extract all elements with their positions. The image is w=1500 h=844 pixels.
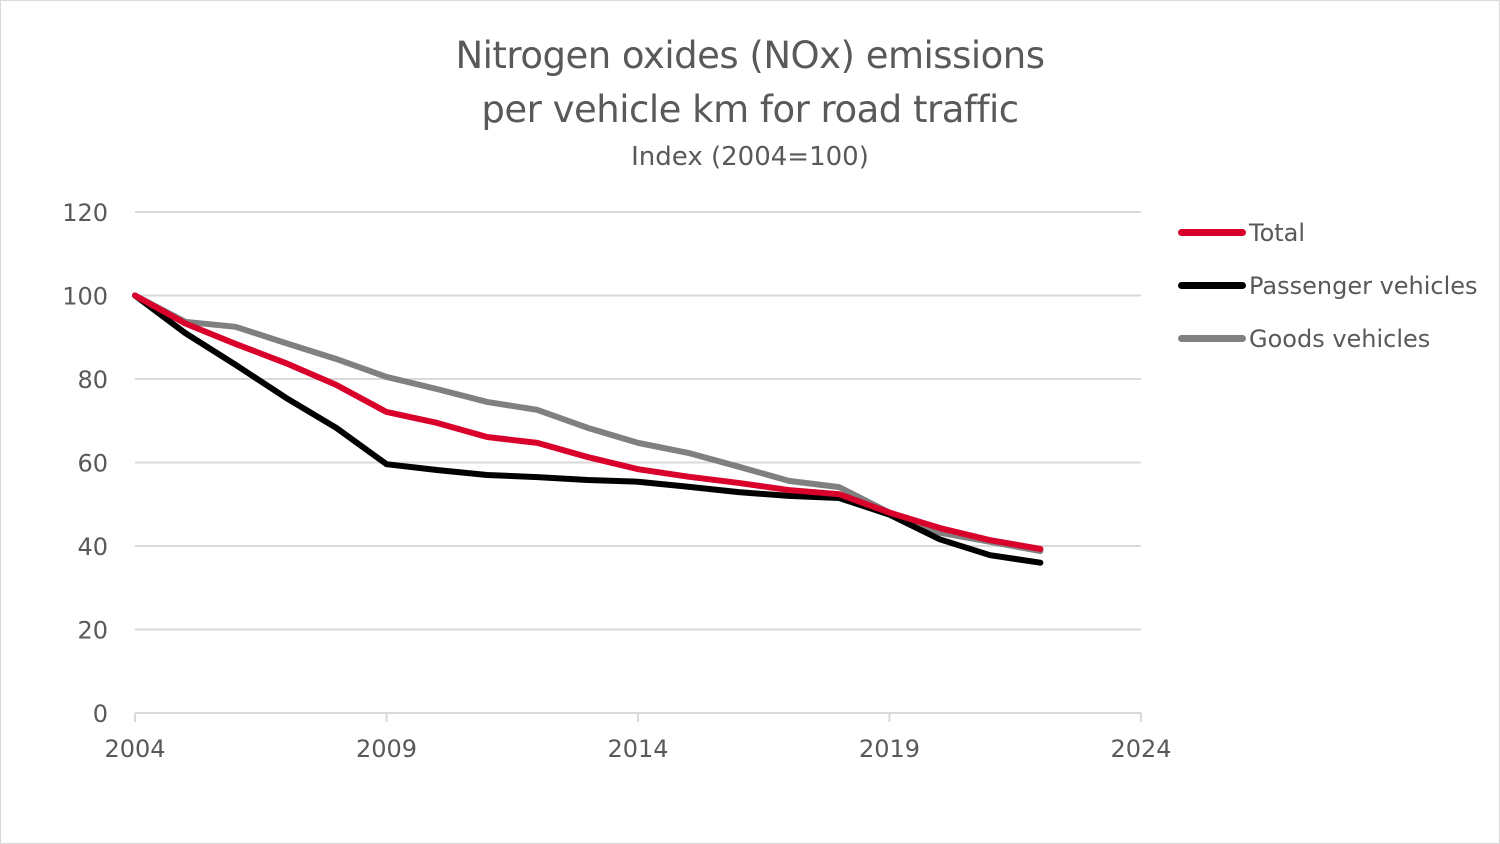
- series-line-total: [132, 292, 1044, 552]
- gridlines: [135, 211, 1141, 714]
- y-tick-label: 40: [77, 533, 108, 561]
- y-tick-label: 80: [77, 366, 108, 394]
- y-tick-label: 100: [62, 283, 108, 311]
- x-tick-label: 2004: [104, 735, 165, 763]
- legend-label: Goods vehicles: [1249, 324, 1431, 353]
- legend-swatch: [1178, 229, 1246, 236]
- x-tick-label: 2019: [859, 735, 920, 763]
- x-axis: 2004 2009 2014 2019 2024: [104, 713, 1172, 763]
- chart-title-line2: per vehicle km for road traffic: [481, 88, 1019, 131]
- chart-title: Nitrogen oxides (NOx) emissions: [455, 34, 1045, 77]
- x-tick-label: 2024: [1110, 735, 1171, 763]
- x-tick-label: 2009: [356, 735, 417, 763]
- y-tick-label: 120: [62, 199, 108, 227]
- legend-item: Goods vehicles: [1178, 312, 1478, 365]
- legend-swatch: [1178, 282, 1246, 289]
- x-tick-label: 2014: [607, 735, 668, 763]
- legend: Total Passenger vehicles Goods vehicles: [1178, 206, 1478, 365]
- y-tick-label: 60: [77, 450, 108, 478]
- chart-subtitle: Index (2004=100): [631, 142, 869, 172]
- legend-label: Passenger vehicles: [1249, 271, 1478, 300]
- legend-item: Passenger vehicles: [1178, 259, 1478, 312]
- legend-swatch: [1178, 335, 1246, 342]
- y-tick-label: 0: [93, 700, 108, 728]
- legend-item: Total: [1178, 206, 1478, 259]
- series-lines: [132, 292, 1044, 566]
- y-tick-label: 20: [77, 617, 108, 645]
- y-axis-tick-labels: 0 20 40 60 80 100 120: [62, 199, 108, 728]
- series-line-goods-vehicles: [132, 292, 1044, 555]
- legend-label: Total: [1249, 218, 1306, 247]
